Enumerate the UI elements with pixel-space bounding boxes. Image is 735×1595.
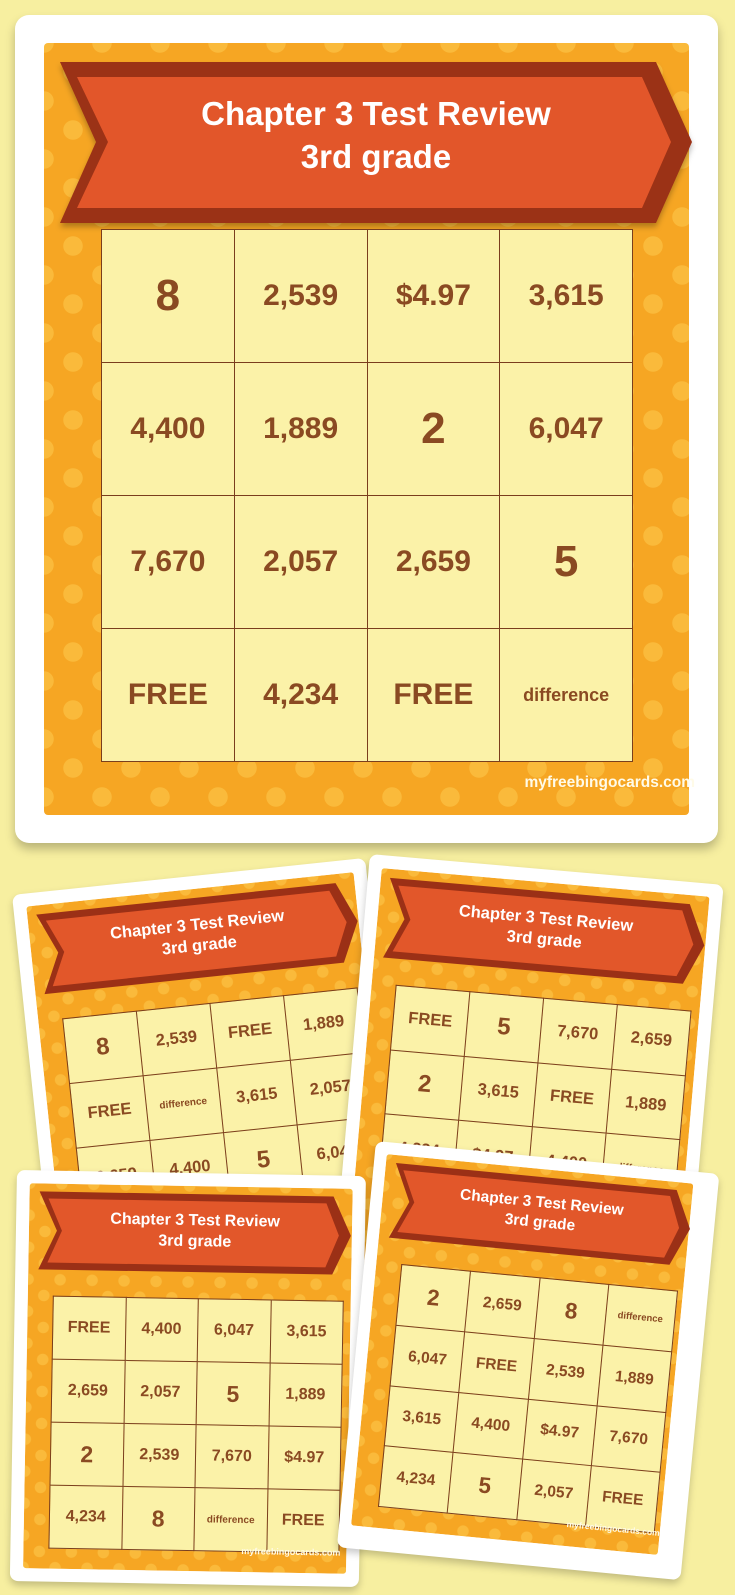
svg-text:Chapter 3 Test Review: Chapter 3 Test Review <box>110 1211 280 1231</box>
svg-text:3rd grade: 3rd grade <box>301 138 451 175</box>
svg-text:3rd grade: 3rd grade <box>158 1232 231 1250</box>
svg-text:Chapter 3 Test Review: Chapter 3 Test Review <box>201 95 551 132</box>
